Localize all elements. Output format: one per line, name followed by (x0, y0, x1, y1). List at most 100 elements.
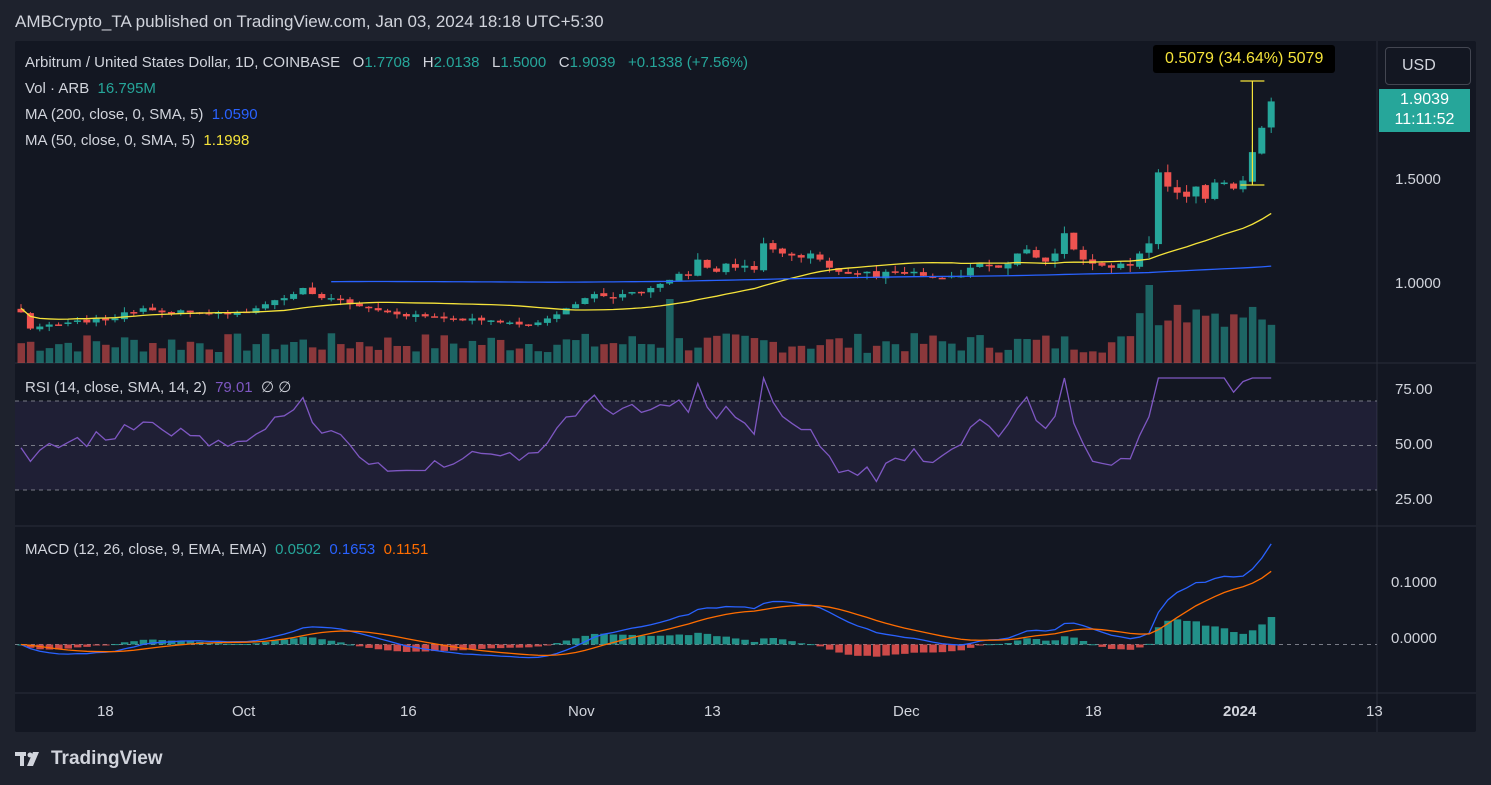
volume-bar (807, 348, 815, 363)
volume-bar (1032, 339, 1041, 363)
candle-body (722, 263, 730, 273)
macd-histogram-bar (562, 640, 571, 645)
volume-bar (1051, 348, 1059, 363)
macd-histogram-bar (384, 644, 392, 651)
symbol-title[interactable]: Arbitrum / United States Dollar, 1D, COI… (25, 54, 341, 71)
volume-bar (891, 344, 900, 363)
volume-bar (957, 350, 965, 363)
macd-histogram-bar (863, 644, 871, 656)
rsi-label: RSI (14, close, SMA, 14, 2) (25, 379, 207, 396)
macd-histogram-bar (572, 638, 580, 645)
candle-body (863, 271, 871, 274)
macd-histogram-bar (919, 644, 928, 653)
volume-bar (243, 350, 251, 363)
macd-histogram-bar (374, 644, 383, 650)
volume-bar (402, 345, 411, 363)
open-value: 1.7708 (364, 54, 411, 71)
macd-label: MACD (12, 26, close, 9, EMA, EMA) (25, 541, 267, 558)
volume-bar (1089, 351, 1097, 363)
volume-bar (619, 344, 627, 363)
macd-histogram-bar (1042, 640, 1050, 645)
macd-histogram-bar (1183, 620, 1191, 645)
candle-body (1173, 187, 1181, 193)
macd-histogram-bar (1220, 628, 1229, 645)
ma200-legend[interactable]: MA (200, close, 0, SMA, 5) 1.0590 (25, 106, 258, 123)
volume-bar (365, 346, 373, 363)
volume-bar (1013, 338, 1022, 363)
candle-body (130, 312, 138, 314)
measure-tooltip[interactable]: 0.5079 (34.64%) 5079 (1153, 45, 1336, 73)
candle-body (111, 318, 119, 321)
candle-body (656, 283, 664, 288)
candle-body (506, 322, 514, 324)
volume-bar (562, 339, 571, 363)
rsi-legend[interactable]: RSI (14, close, SMA, 14, 2) 79.01 ∅ ∅ (25, 378, 291, 396)
candle-body (825, 260, 833, 268)
volume-bar (318, 349, 326, 363)
time-label-oct: Oct (232, 703, 256, 720)
last-price-tag: 1.9039 11:11:52 (1379, 89, 1470, 132)
candle-body (713, 268, 721, 272)
change-value: +0.1338 (+7.56%) (627, 54, 749, 71)
volume-bar (1004, 349, 1012, 363)
volume-bar (196, 343, 204, 363)
macd-histogram-bar (656, 635, 665, 645)
candle-body (976, 263, 984, 267)
rsi-value: 79.01 (215, 379, 253, 396)
volume-bar (506, 350, 514, 363)
candle-body (468, 318, 476, 321)
candle-body (346, 299, 354, 305)
macd-histogram-bar (694, 632, 702, 645)
volume-bar (64, 342, 72, 363)
candle-body (1230, 183, 1238, 189)
tradingview-logo[interactable]: TradingView (15, 748, 163, 770)
macd-histogram-bar (581, 635, 589, 645)
volume-bar (1248, 306, 1257, 363)
volume-bar (1079, 352, 1088, 363)
volume-bar (797, 345, 806, 363)
macd-histogram-bar (271, 640, 279, 645)
macd-histogram-bar (788, 641, 796, 645)
volume-bar (713, 335, 721, 363)
macd-histogram-bar (910, 644, 918, 653)
chart-frame[interactable]: Arbitrum / United States Dollar, 1D, COI… (15, 41, 1476, 732)
macd-histogram-bar (120, 642, 129, 645)
bar-countdown: 11:11:52 (1394, 111, 1455, 128)
volume-bar (656, 347, 665, 363)
macd-tick-0: 0.0000 (1391, 630, 1437, 647)
candle-body (421, 314, 429, 317)
candle-body (581, 298, 589, 304)
volume-bar (149, 343, 157, 363)
candle-body (816, 254, 824, 260)
macd-histogram-bar (985, 644, 994, 646)
volume-bar (1211, 313, 1219, 363)
macd-histogram-bar (675, 634, 683, 645)
macd-histogram-bar (938, 644, 947, 653)
volume-bar (233, 333, 242, 363)
volume-bar (374, 349, 383, 363)
macd-histogram-bar (666, 635, 674, 645)
volume-bar (45, 348, 54, 363)
candle-body (525, 324, 533, 326)
candle-body (1164, 172, 1172, 187)
volume-bar (1023, 339, 1031, 363)
volume-bar (919, 343, 928, 363)
volume-legend[interactable]: Vol · ARB 16.795M (25, 80, 156, 97)
volume-bar (337, 344, 345, 363)
macd-histogram-bar (1079, 640, 1088, 645)
chart-canvas[interactable] (15, 41, 1476, 732)
macd-histogram-bar (1248, 630, 1257, 645)
volume-bar (167, 339, 176, 363)
volume-bar (1220, 326, 1229, 363)
candle-body (572, 304, 580, 309)
ma50-legend[interactable]: MA (50, close, 0, SMA, 5) 1.1998 (25, 132, 249, 149)
macd-histogram-bar (431, 644, 439, 652)
candle-body (224, 312, 232, 315)
close-value: 1.9039 (569, 54, 616, 71)
currency-button[interactable]: USD (1385, 47, 1471, 85)
candle-body (938, 277, 946, 280)
time-label-18: 18 (97, 703, 114, 720)
macd-legend[interactable]: MACD (12, 26, close, 9, EMA, EMA) 0.0502… (25, 541, 428, 558)
candle-body (1051, 253, 1059, 262)
volume-bar (1098, 352, 1106, 363)
